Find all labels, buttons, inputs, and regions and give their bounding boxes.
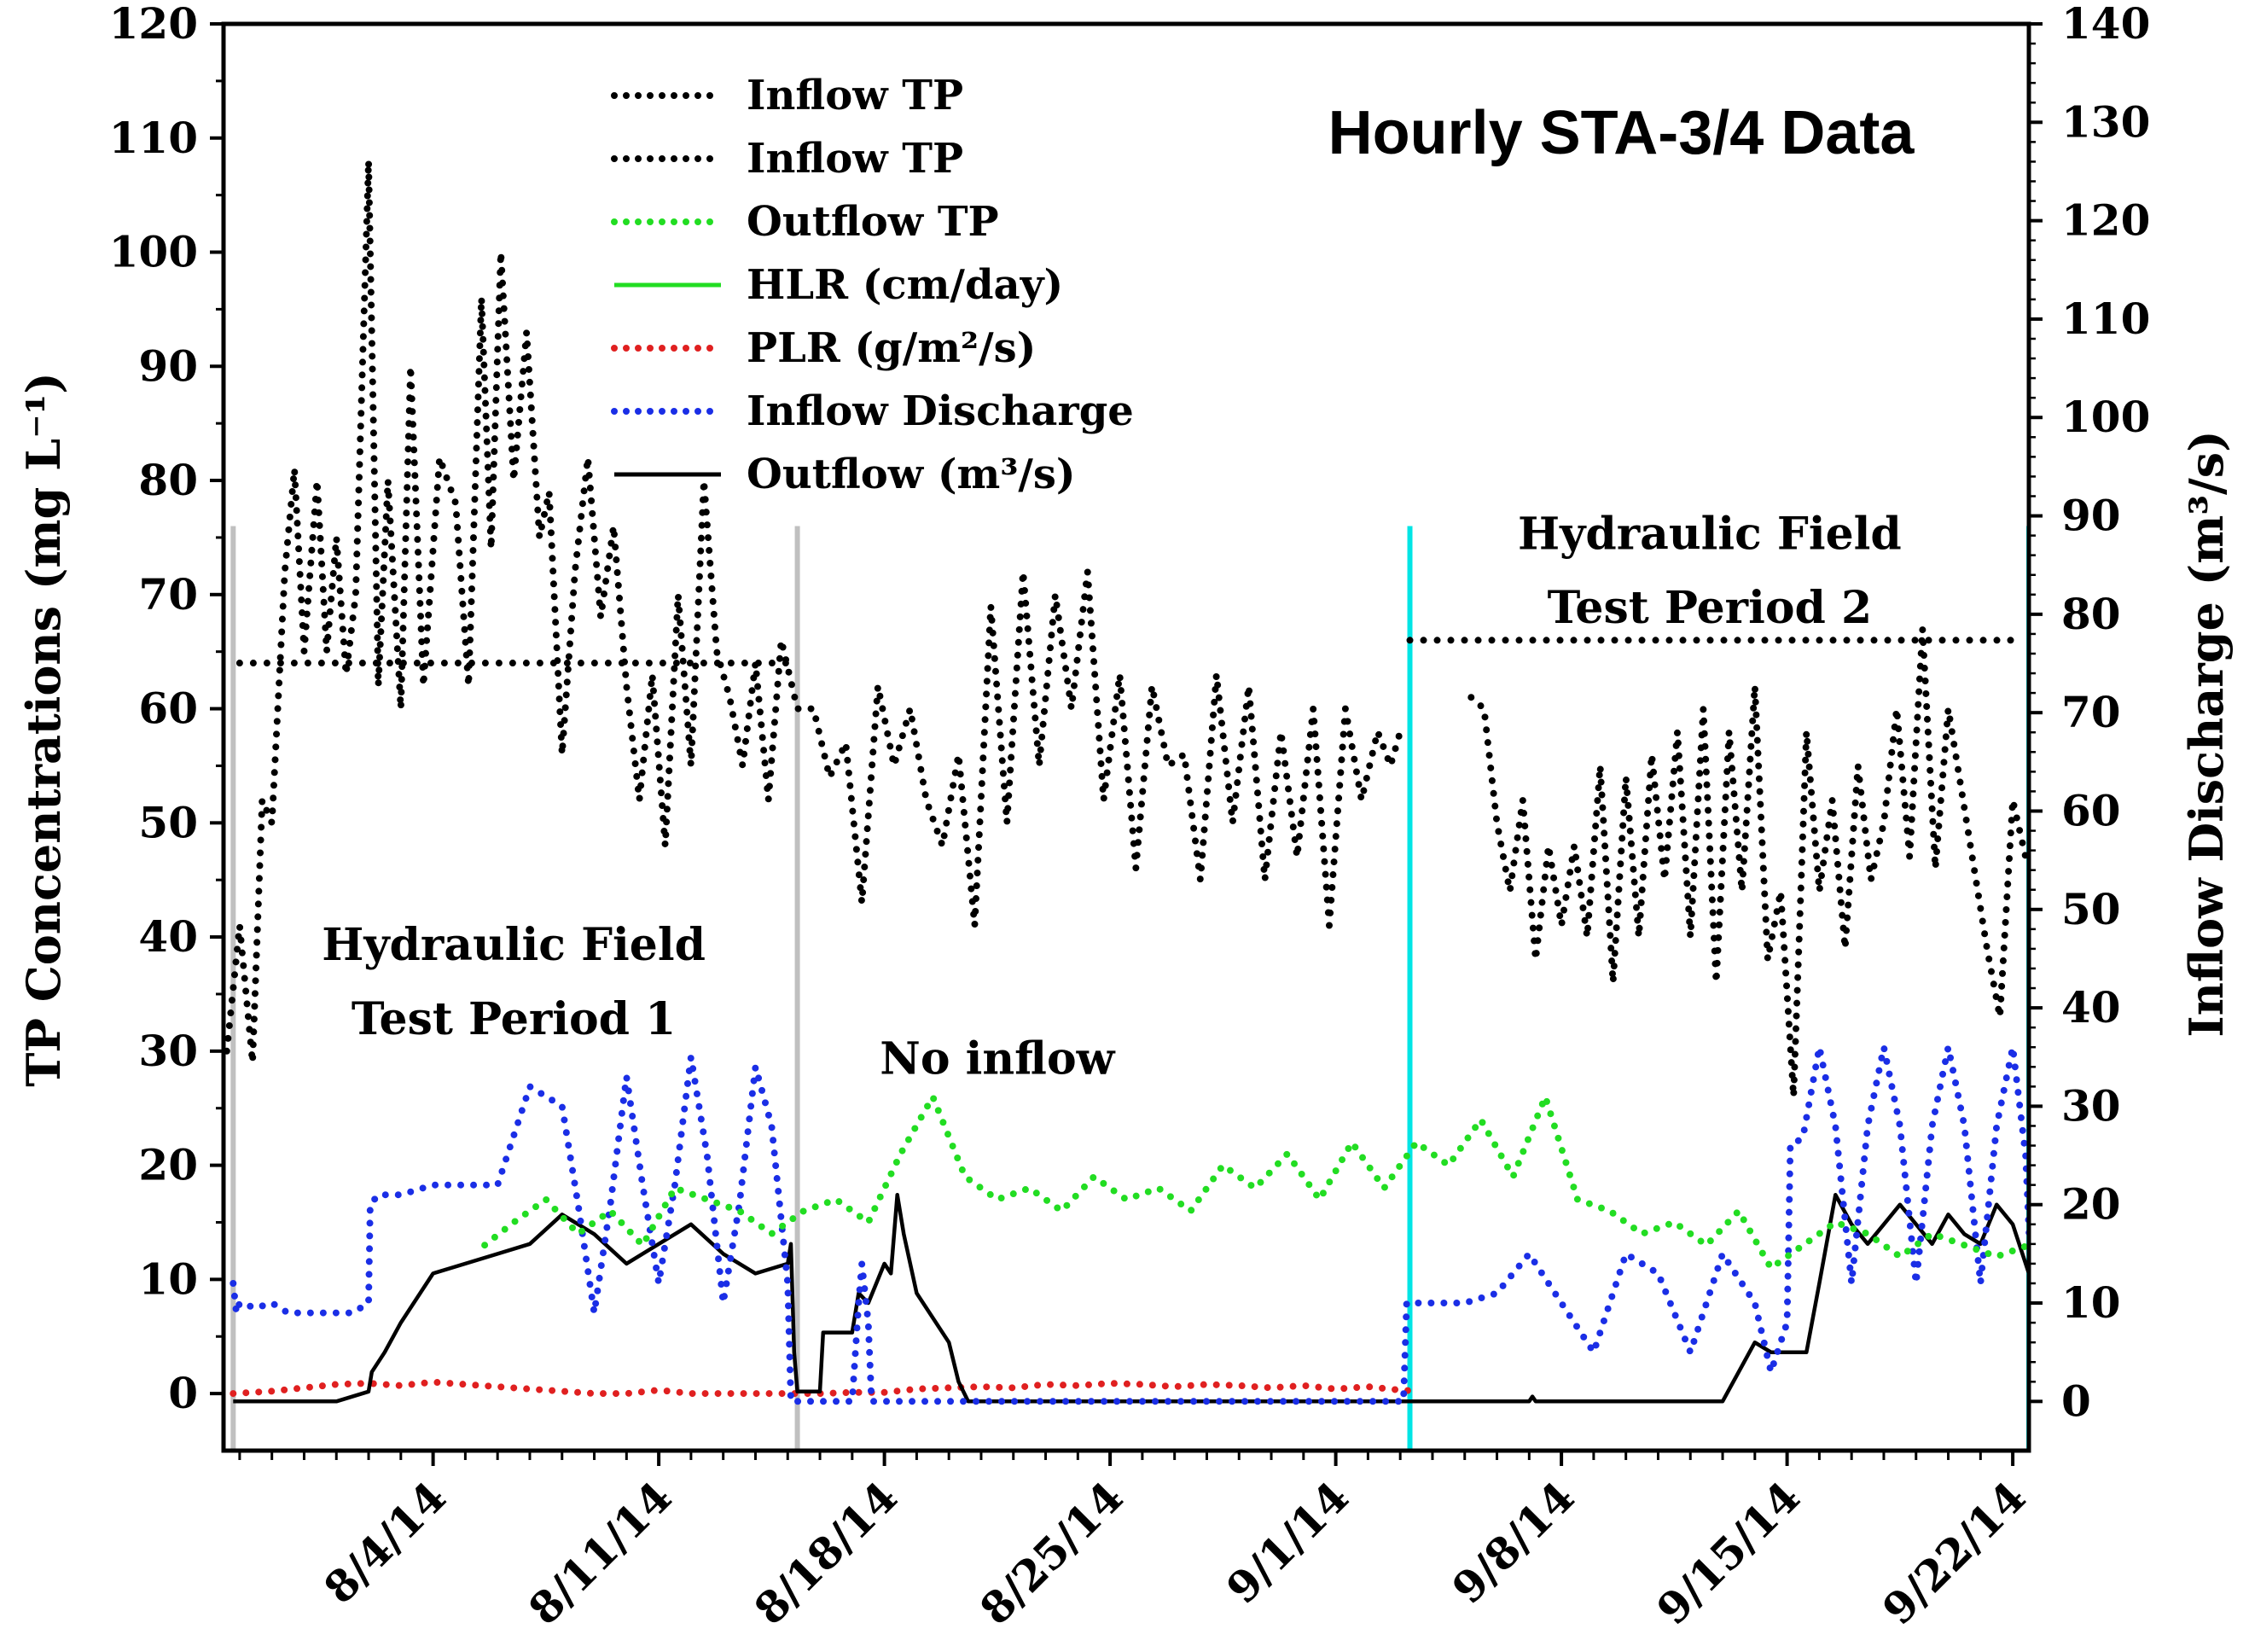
right-tick-label-40: 40 <box>2061 982 2121 1032</box>
legend-label-outflow-m-s: Outflow (m³/s) <box>747 451 1076 498</box>
left-tick-label-10: 10 <box>138 1254 198 1304</box>
plot-frame <box>221 21 2031 1453</box>
legend-label-plr-g-m-s: PLR (g/m²/s) <box>747 324 1036 372</box>
right-tick-label-80: 80 <box>2061 589 2121 639</box>
left-tick-label-50: 50 <box>138 797 198 847</box>
right-tick-label-10: 10 <box>2061 1277 2121 1328</box>
left-tick-label-70: 70 <box>138 569 198 620</box>
annotation-2: No inflow <box>880 1033 1115 1085</box>
series-outflow-tp-2 <box>481 1086 2029 1273</box>
right-tick-label-140: 140 <box>2061 0 2150 49</box>
right-tick-label-0: 0 <box>2061 1376 2091 1426</box>
left-y-axis: 0 10 20 30 40 50 60 70 80 90 100 110 120 <box>109 0 224 1418</box>
right-tick-label-50: 50 <box>2061 884 2121 934</box>
annotation-4: Test Period 2 <box>1548 582 1872 634</box>
x-tick-label-8-4-14: 8/4/14 <box>314 1472 456 1614</box>
legend-label-inflow-tp: Inflow TP <box>747 72 963 119</box>
x-tick-label-9-1-14: 9/1/14 <box>1217 1472 1358 1614</box>
right-tick-label-110: 110 <box>2061 294 2150 344</box>
annotation-1: Test Period 1 <box>352 993 676 1045</box>
reference-lines <box>230 526 2029 1451</box>
left-tick-label-20: 20 <box>138 1140 198 1190</box>
left-tick-label-80: 80 <box>138 455 198 505</box>
series-inflow-discharge-5 <box>230 1046 2029 1405</box>
left-tick-label-60: 60 <box>138 683 198 734</box>
series-inflow-tp-1 <box>1467 628 2029 1097</box>
x-tick-label-8-11-14: 8/11/14 <box>519 1472 682 1635</box>
right-tick-label-130: 130 <box>2061 96 2150 147</box>
left-tick-label-110: 110 <box>109 113 198 163</box>
series-inflow-tp-0 <box>224 160 1404 1063</box>
left-tick-label-0: 0 <box>168 1368 198 1418</box>
left-tick-label-100: 100 <box>109 227 198 277</box>
chart-title: Hourly STA-3/4 Data <box>1328 99 1915 167</box>
x-tick-label-9-15-14: 9/15/14 <box>1648 1472 1810 1635</box>
x-tick-label-9-8-14: 9/8/14 <box>1443 1472 1584 1614</box>
data-series <box>224 160 2029 1405</box>
right-tick-label-90: 90 <box>2061 491 2121 541</box>
right-tick-label-60: 60 <box>2061 785 2121 835</box>
left-tick-label-40: 40 <box>138 911 198 962</box>
left-tick-label-90: 90 <box>138 340 198 391</box>
legend-label-outflow-tp: Outflow TP <box>747 198 999 246</box>
right-tick-label-20: 20 <box>2061 1179 2121 1230</box>
annotation-3: Hydraulic Field <box>1518 508 1902 560</box>
annotations: Hydraulic Field Test Period 1 No inflow Hyd… <box>322 508 1902 1085</box>
right-axis-title: Inflow Discharge (m³/s) <box>2179 430 2234 1037</box>
legend: Inflow TP Inflow TP Outflow TP HLR (cm/day)… <box>611 72 1134 498</box>
plot-border <box>221 21 2031 1453</box>
left-tick-label-120: 120 <box>109 0 198 49</box>
series-outflow-m-s-6 <box>233 1192 2029 1404</box>
legend-label-inflow-discharge: Inflow Discharge <box>747 387 1134 435</box>
right-tick-label-120: 120 <box>2061 195 2150 246</box>
legend-label-inflow-tp: Inflow TP <box>747 135 963 183</box>
right-tick-label-30: 30 <box>2061 1080 2121 1131</box>
left-axis-title: TP Concentrations (mg L⁻¹) <box>16 372 71 1087</box>
right-tick-label-70: 70 <box>2061 687 2121 737</box>
x-axis: 8/4/14 8/11/14 8/18/14 8/25/14 9/1/14 9/8/14 9… <box>238 1451 2036 1635</box>
right-tick-label-100: 100 <box>2061 392 2150 442</box>
left-tick-label-30: 30 <box>138 1026 198 1076</box>
right-y-axis: 0 10 20 30 40 50 60 70 80 90 100 110 120 130 140 <box>2029 0 2150 1426</box>
legend-label-hlr-cm-day: HLR (cm/day) <box>747 261 1063 309</box>
x-tick-label-8-18-14: 8/18/14 <box>745 1472 908 1635</box>
x-tick-label-9-22-14: 9/22/14 <box>1873 1472 2036 1635</box>
x-tick-label-8-25-14: 8/25/14 <box>970 1472 1133 1635</box>
annotation-0: Hydraulic Field <box>322 919 706 971</box>
series-plr-g-m-s-4 <box>230 1378 1423 1398</box>
